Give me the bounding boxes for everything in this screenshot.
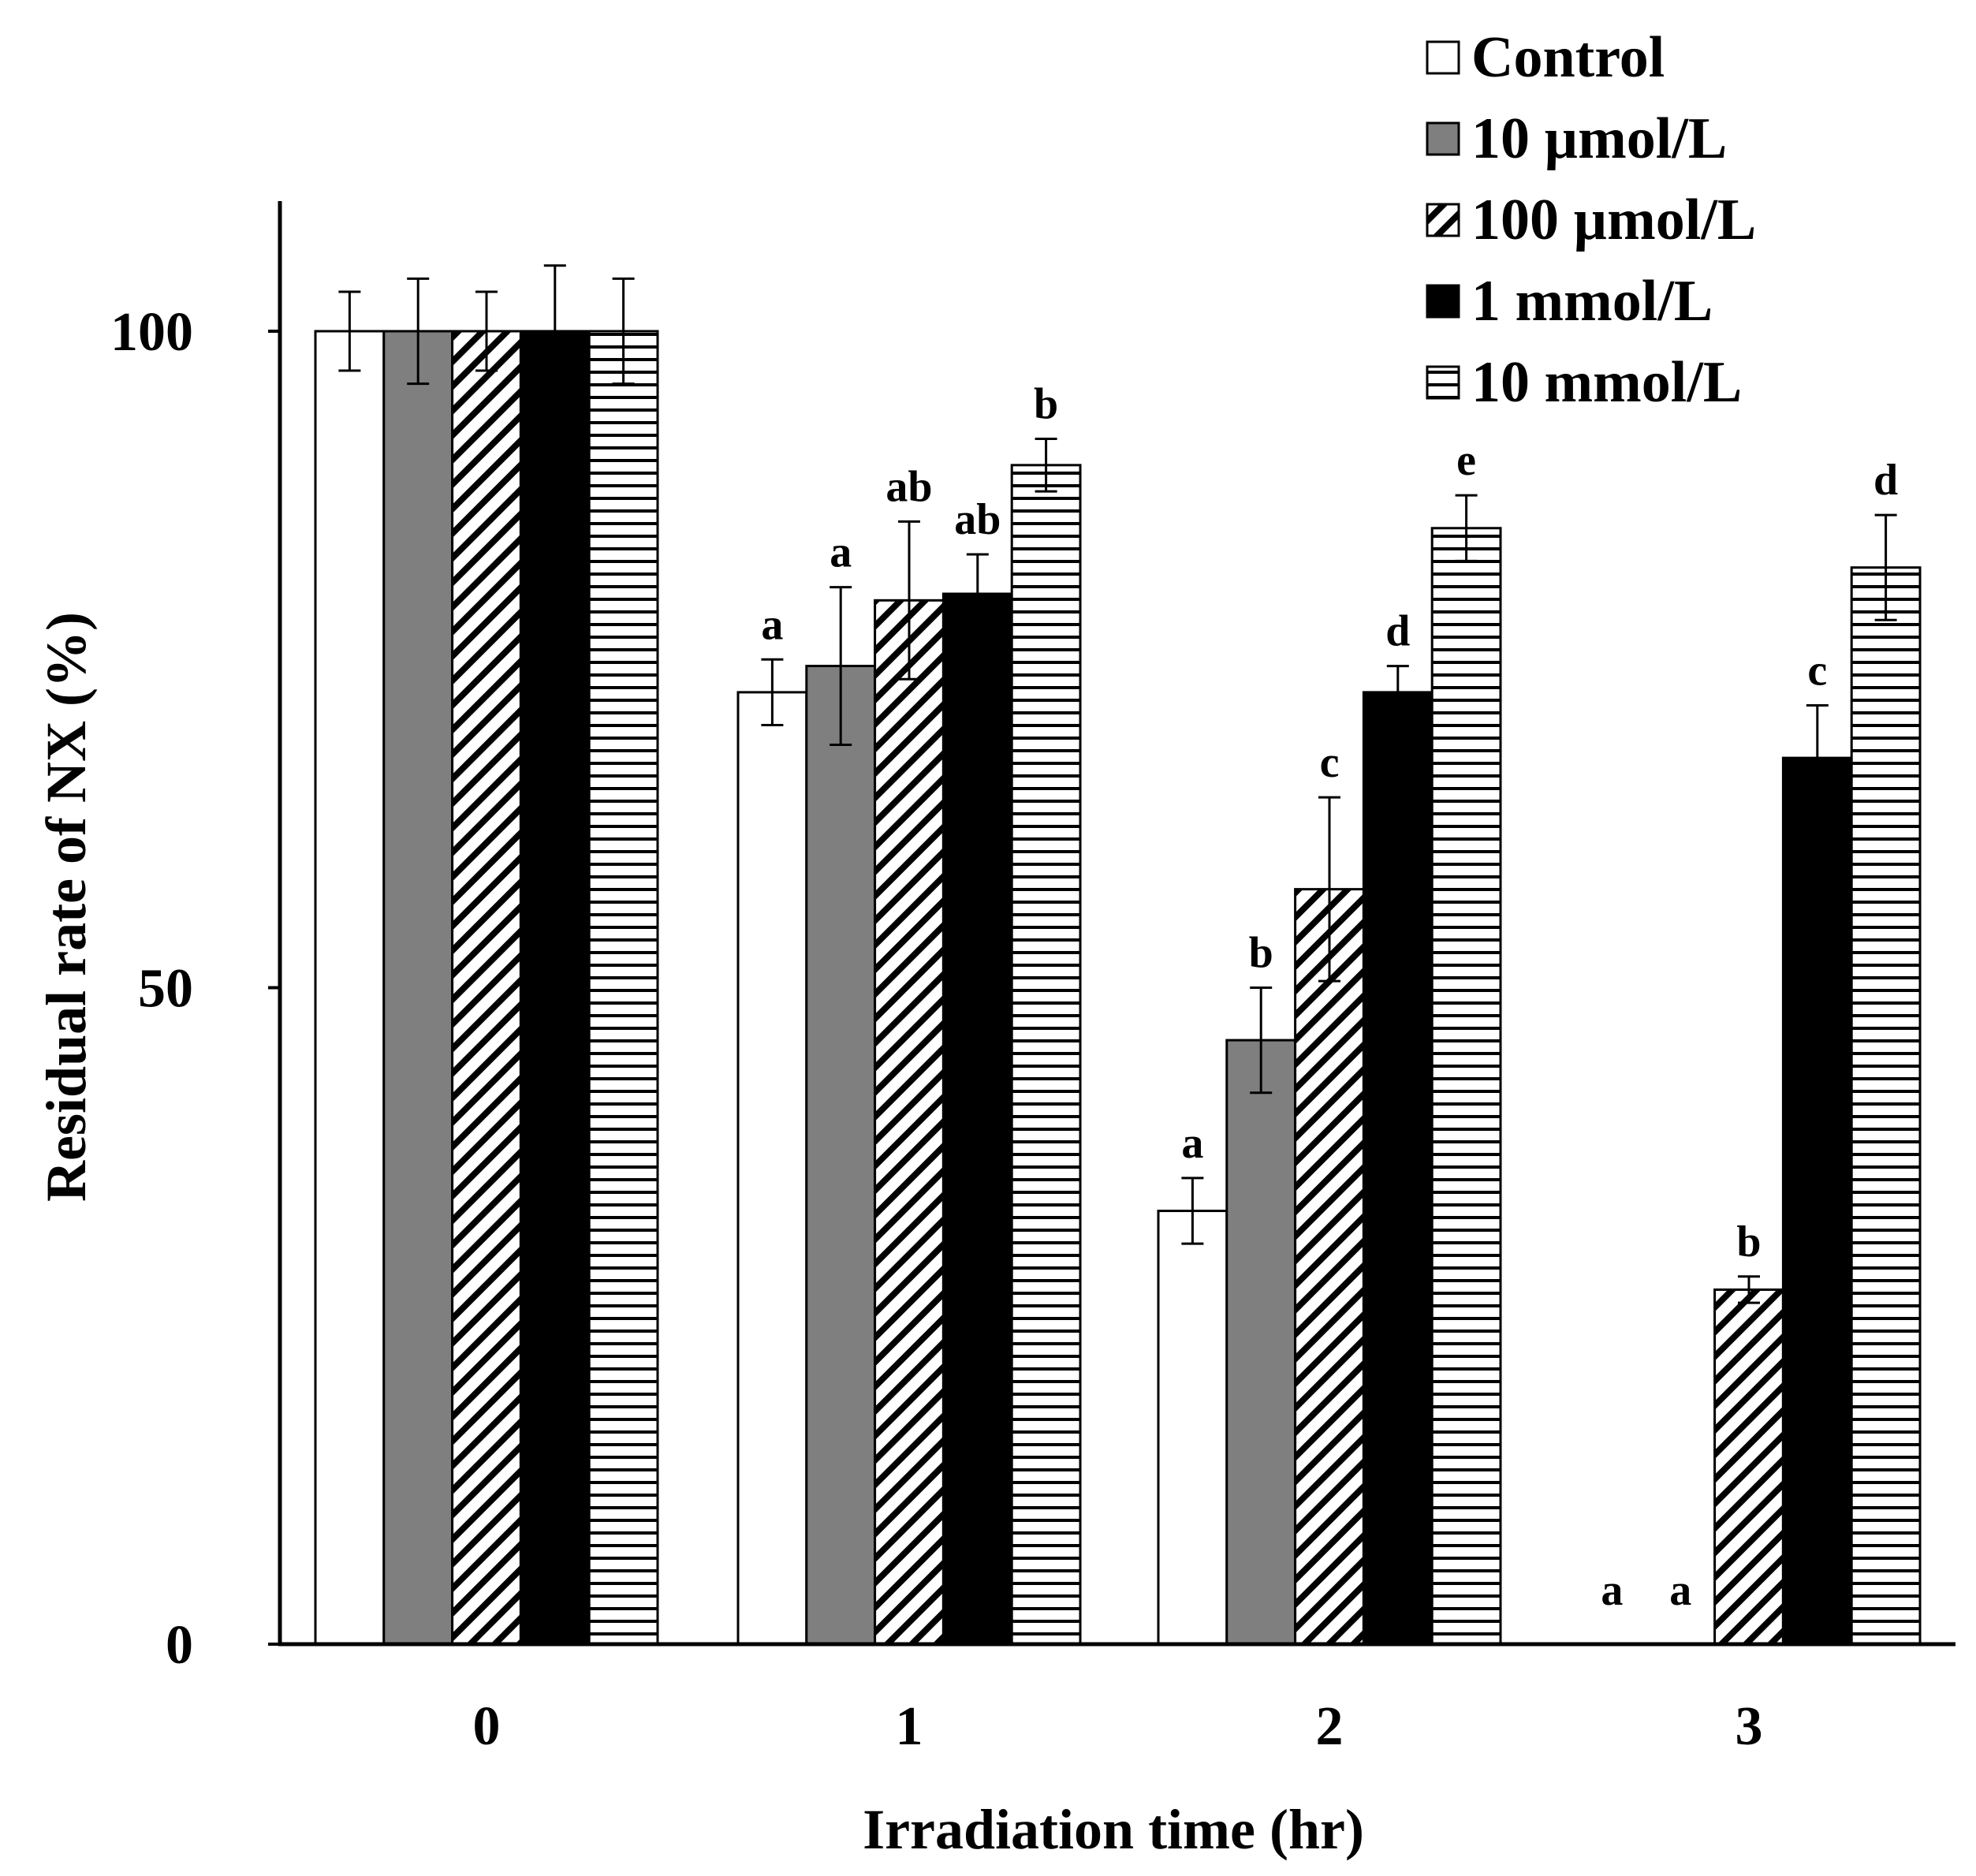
bar-control-t1 bbox=[736, 691, 808, 1646]
significance-label: a bbox=[830, 528, 852, 577]
significance-label: a bbox=[1669, 1566, 1691, 1615]
legend-swatch bbox=[1426, 365, 1460, 400]
significance-label: a bbox=[1181, 1119, 1203, 1168]
error-bar-10-mmol-l-t3 bbox=[1874, 513, 1897, 621]
bar-1-mmol-l-t1 bbox=[941, 592, 1013, 1646]
error-bar-control-t2 bbox=[1181, 1177, 1204, 1245]
error-bar-10-mmol-l-t1 bbox=[1035, 438, 1057, 493]
legend-label: 10 µmol/L bbox=[1471, 106, 1727, 171]
y-ticks: 0 50 100 bbox=[110, 302, 280, 1676]
error-bar-1-mmol-l-t3 bbox=[1806, 704, 1829, 812]
bar-10-mol-l-t1 bbox=[805, 665, 877, 1646]
bars-layer bbox=[314, 264, 1922, 1646]
x-axis-title: Irradiation time (hr) bbox=[863, 1798, 1364, 1861]
error-bar-1-mmol-l-t2 bbox=[1386, 665, 1409, 720]
x-ticks: 0 1 2 3 bbox=[473, 1696, 1763, 1757]
significance-label: e bbox=[1456, 436, 1476, 485]
significance-label: b bbox=[1736, 1218, 1761, 1266]
error-bar-100-mol-l-t2 bbox=[1318, 796, 1340, 983]
bar-100-mol-l-t2 bbox=[1294, 888, 1365, 1646]
error-bar-100-mol-l-t1 bbox=[898, 520, 920, 681]
legend-label: 10 mmol/L bbox=[1471, 350, 1742, 415]
y-axis-title: Residual rate of NX (%) bbox=[35, 612, 98, 1202]
significance-label: a bbox=[1601, 1566, 1623, 1615]
significance-label: d bbox=[1385, 607, 1410, 656]
y-tick-label: 100 bbox=[110, 302, 193, 363]
y-tick-label: 50 bbox=[138, 959, 193, 1020]
x-tick-label: 1 bbox=[896, 1696, 923, 1757]
significance-label: b bbox=[1034, 380, 1058, 429]
bar-10-mmol-l-t0 bbox=[587, 330, 659, 1646]
error-bar-100-mol-l-t3 bbox=[1738, 1275, 1760, 1304]
bar-10-mmol-l-t1 bbox=[1010, 464, 1082, 1646]
bar-10-mmol-l-t3 bbox=[1850, 566, 1922, 1646]
error-bar-100-mol-l-t0 bbox=[475, 290, 498, 372]
bar-10-mmol-l-t2 bbox=[1430, 527, 1502, 1646]
error-bar-10-mol-l-t2 bbox=[1250, 986, 1273, 1095]
legend-swatch bbox=[1426, 40, 1460, 75]
error-bar-control-t0 bbox=[338, 290, 361, 372]
significance-label: ab bbox=[885, 462, 932, 511]
significance-label: a bbox=[761, 600, 783, 649]
bar-1-mmol-l-t2 bbox=[1362, 691, 1434, 1646]
error-bar-10-mol-l-t1 bbox=[830, 586, 852, 746]
x-tick-label: 2 bbox=[1316, 1696, 1344, 1757]
bar-10-mol-l-t0 bbox=[382, 330, 454, 1646]
legend-label: 100 µmol/L bbox=[1471, 188, 1756, 252]
significance-label: d bbox=[1873, 456, 1898, 505]
bar-100-mol-l-t0 bbox=[451, 330, 522, 1646]
legend-swatch bbox=[1426, 121, 1460, 156]
error-bar-10-mmol-l-t0 bbox=[612, 277, 635, 386]
bar-10-mol-l-t2 bbox=[1225, 1039, 1297, 1646]
error-bar-1-mmol-l-t0 bbox=[543, 264, 566, 398]
legend: Control 10 µmol/L 100 µmol/L 1 mmol/L 10 mmo… bbox=[1426, 25, 1756, 415]
error-bar-10-mol-l-t0 bbox=[407, 277, 430, 386]
bar-100-mol-l-t3 bbox=[1713, 1288, 1784, 1646]
significance-label: ab bbox=[954, 495, 1001, 544]
legend-label: 1 mmol/L bbox=[1471, 269, 1713, 334]
bar-1-mmol-l-t3 bbox=[1781, 756, 1853, 1646]
significance-label: c bbox=[1320, 738, 1340, 787]
x-tick-label: 0 bbox=[473, 1696, 501, 1757]
x-tick-label: 3 bbox=[1736, 1696, 1763, 1757]
legend-swatch bbox=[1426, 203, 1460, 237]
legend-swatch bbox=[1426, 284, 1460, 319]
error-bar-10-mmol-l-t2 bbox=[1455, 494, 1478, 562]
bar-1-mmol-l-t0 bbox=[519, 330, 591, 1646]
bar-control-t2 bbox=[1157, 1210, 1228, 1646]
error-bar-control-t1 bbox=[761, 658, 784, 726]
bar-control-t0 bbox=[314, 330, 386, 1646]
y-tick-label: 0 bbox=[166, 1615, 193, 1676]
error-bar-1-mmol-l-t1 bbox=[966, 553, 989, 635]
significance-label: b bbox=[1249, 929, 1273, 978]
significance-label: c bbox=[1807, 647, 1827, 696]
legend-label: Control bbox=[1471, 25, 1665, 90]
bar-100-mol-l-t1 bbox=[874, 599, 945, 1646]
